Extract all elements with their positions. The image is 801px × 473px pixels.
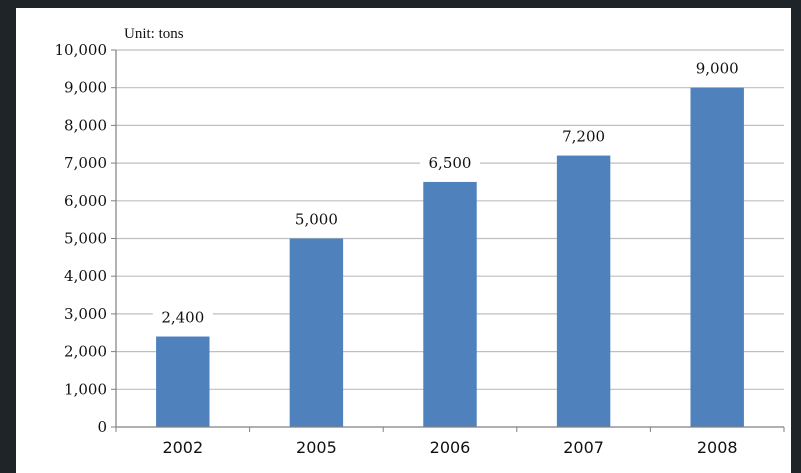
bar-2008 xyxy=(690,87,744,427)
y-tick-label: 8,000 xyxy=(64,116,107,134)
data-label-2002: 2,400 xyxy=(161,309,204,327)
data-label-bg xyxy=(553,127,614,147)
y-tick-label: 4,000 xyxy=(64,267,107,285)
bar-2006 xyxy=(423,181,477,427)
data-label-2006: 6,500 xyxy=(429,154,472,172)
y-tick-label: 7,000 xyxy=(64,154,107,172)
bar-2002 xyxy=(156,336,210,427)
y-tick-label: 6,000 xyxy=(64,192,107,210)
y-tick-label: 0 xyxy=(97,418,107,436)
y-tick-label: 9,000 xyxy=(64,79,107,97)
data-label-bg xyxy=(286,210,347,230)
axis-layer: 0 1,000 2,000 3,000 4,000 5,000 6,000 7,000 8,00… xyxy=(55,41,785,457)
x-tick-label: 2005 xyxy=(296,438,337,457)
bar-chart: Unit: tons 2,400 5,000 6,500 7,200 9,000 0 1,… xyxy=(55,26,785,457)
y-tick-label: 10,000 xyxy=(55,41,108,59)
data-label-2005: 5,000 xyxy=(295,211,338,229)
data-label-bg xyxy=(152,308,213,328)
unit-label: Unit: tons xyxy=(124,26,184,42)
chart-frame: Unit: tons 2,400 5,000 6,500 7,200 9,000 0 1,… xyxy=(16,8,791,473)
x-tick-label: 2002 xyxy=(162,438,203,457)
data-label-bg xyxy=(420,153,480,173)
data-label-2007: 7,200 xyxy=(562,128,605,146)
y-tick-label: 3,000 xyxy=(64,305,107,323)
x-tick-label: 2008 xyxy=(697,438,738,457)
data-label-2008: 9,000 xyxy=(696,60,739,78)
y-tick-label: 1,000 xyxy=(64,380,107,398)
data-label-bg xyxy=(687,59,748,79)
x-tick-label: 2006 xyxy=(430,438,471,457)
bar-2005 xyxy=(289,238,344,427)
bar-layer: 2,400 5,000 6,500 7,200 9,000 xyxy=(152,59,748,427)
x-tick-label: 2007 xyxy=(563,438,604,457)
y-tick-label: 5,000 xyxy=(64,230,107,248)
bar-2007 xyxy=(556,155,611,427)
y-tick-label: 2,000 xyxy=(64,343,107,361)
